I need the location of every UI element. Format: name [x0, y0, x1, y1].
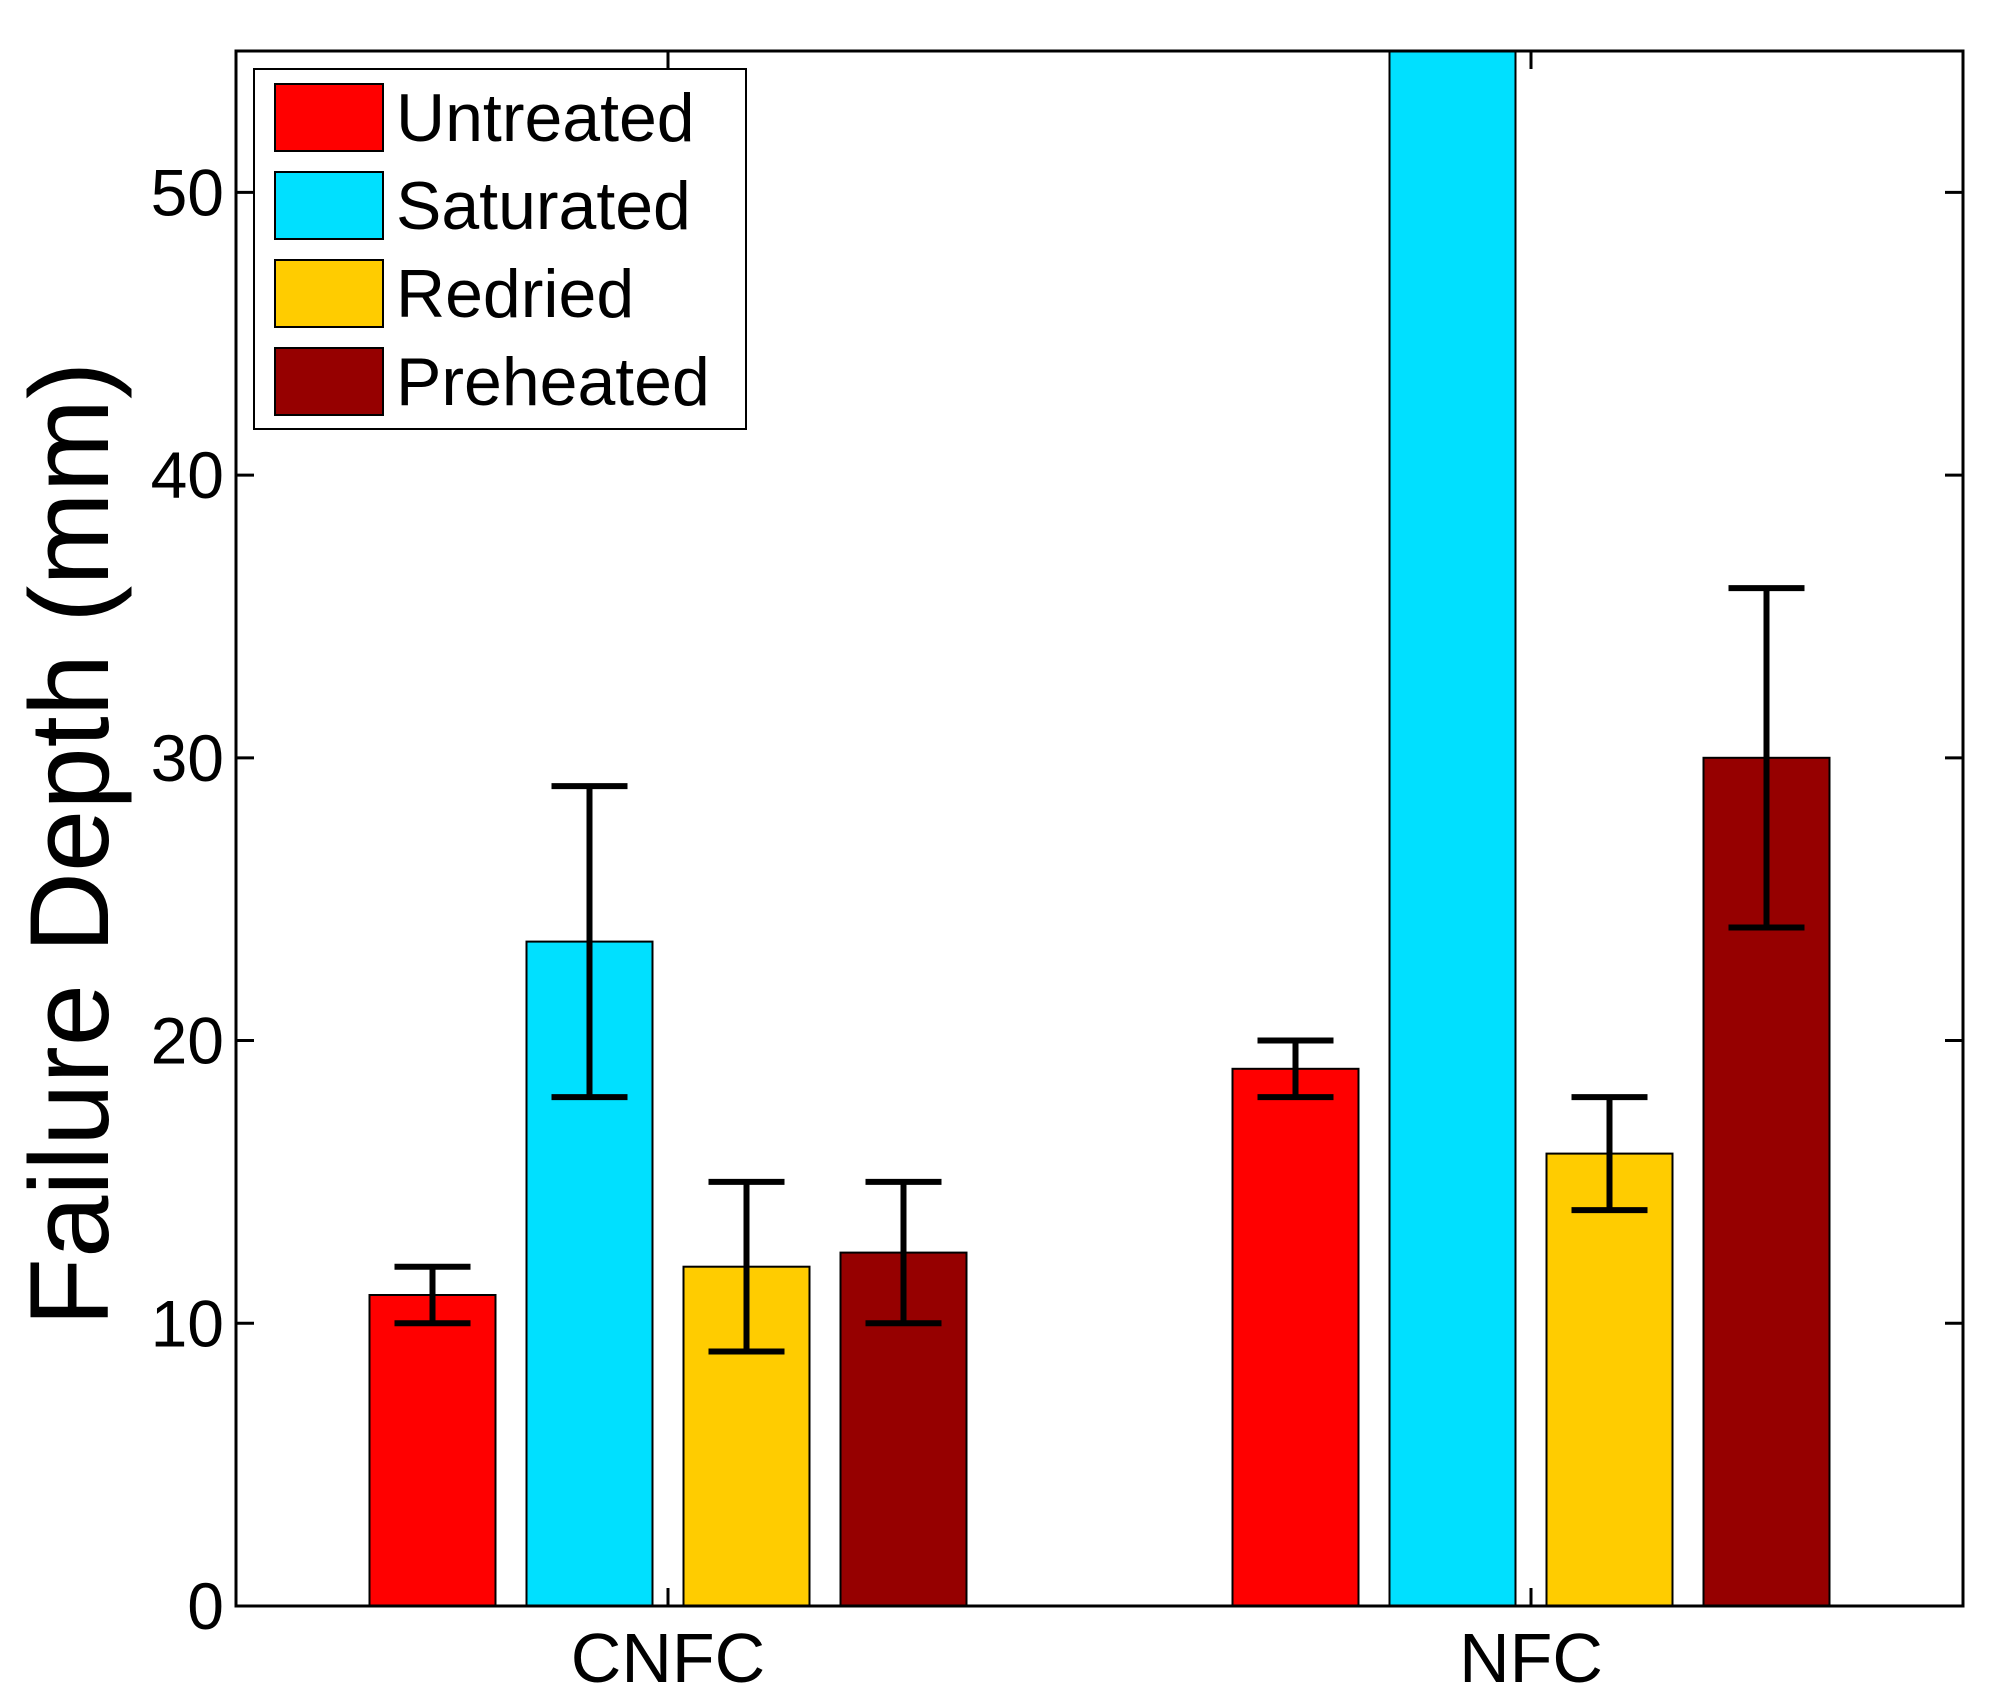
error-bar-redried-cnfc	[708, 1178, 785, 1355]
bar-untreated-nfc	[1231, 1067, 1360, 1608]
y-tick-label-20: 20	[151, 1004, 224, 1078]
legend-swatch-untreated	[274, 83, 384, 152]
legend-swatch-saturated	[274, 171, 384, 240]
legend-label-saturated: Saturated	[396, 168, 691, 244]
x-tick-label-nfc: NFC	[1459, 1619, 1603, 1697]
bar-saturated-nfc	[1388, 50, 1517, 1607]
error-bar-saturated-cnfc	[551, 783, 628, 1101]
y-tick-label-30: 30	[151, 721, 224, 795]
error-bar-redried-nfc	[1571, 1094, 1648, 1214]
bar-untreated-cnfc	[368, 1294, 497, 1607]
y-tick-label-0: 0	[187, 1569, 224, 1643]
error-bar-untreated-cnfc	[394, 1263, 471, 1327]
legend-swatch-redried	[274, 259, 384, 328]
legend: Untreated Saturated Redried Preheated	[253, 68, 747, 430]
error-bars-layer	[394, 585, 1805, 1355]
axis-ticks-layer: 0 10 20 30 40 50 CNFC NFC	[151, 51, 1963, 1697]
error-bar-untreated-nfc	[1257, 1037, 1334, 1101]
legend-label-preheated: Preheated	[396, 344, 710, 420]
y-tick-label-10: 10	[151, 1286, 224, 1360]
bar-redried-nfc	[1545, 1152, 1674, 1607]
y-axis-label: Failure Depth (mm)	[7, 362, 132, 1327]
bars-layer	[368, 50, 1831, 1608]
y-tick-label-50: 50	[151, 155, 224, 229]
y-tick-label-40: 40	[151, 438, 224, 512]
legend-label-redried: Redried	[396, 256, 634, 332]
legend-swatch-preheated	[274, 347, 384, 416]
legend-label-untreated: Untreated	[396, 80, 695, 156]
error-bar-preheated-cnfc	[865, 1178, 942, 1327]
plot-area-frame	[234, 49, 1965, 1608]
x-tick-label-cnfc: CNFC	[571, 1619, 765, 1697]
error-bar-preheated-nfc	[1728, 585, 1805, 931]
